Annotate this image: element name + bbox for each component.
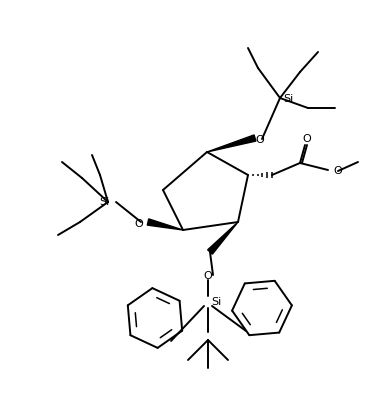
Text: O: O (204, 271, 212, 281)
Text: O: O (333, 166, 342, 176)
Polygon shape (208, 222, 238, 254)
Text: Si: Si (100, 197, 110, 207)
Polygon shape (147, 219, 183, 230)
Polygon shape (207, 135, 256, 152)
Text: O: O (134, 219, 143, 229)
Text: O: O (303, 134, 312, 144)
Text: Si: Si (211, 297, 221, 307)
Text: O: O (256, 135, 264, 145)
Text: Si: Si (283, 94, 293, 104)
